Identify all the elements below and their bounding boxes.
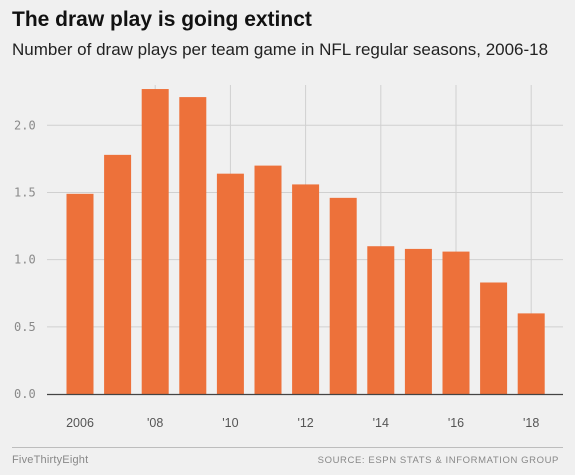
bar-layer (66, 89, 545, 395)
footer-divider (12, 447, 563, 448)
bar-2011 (254, 165, 282, 394)
bar-2009 (179, 97, 207, 394)
y-tick-label: 1.5 (14, 185, 36, 199)
bar-2008 (141, 89, 169, 395)
x-tick-label: '14 (373, 416, 389, 430)
y-tick-label: 1.0 (14, 253, 36, 267)
bar-2016 (442, 251, 470, 394)
bar-2007 (104, 154, 132, 394)
bar-2014 (367, 246, 395, 394)
bar-2017 (480, 282, 508, 394)
chart-subtitle: Number of draw plays per team game in NF… (12, 40, 549, 59)
y-tick-label: 0.0 (14, 387, 36, 401)
x-tick-label: '12 (297, 416, 313, 430)
bar-2013 (329, 197, 357, 394)
chart-title: The draw play is going extinct (12, 8, 312, 31)
bar-2010 (216, 173, 244, 394)
bar-2015 (404, 248, 432, 394)
y-tick-label: 0.5 (14, 320, 36, 334)
bar-2018 (517, 313, 545, 394)
x-tick-label: '10 (222, 416, 238, 430)
bar-2012 (292, 184, 320, 394)
x-tick-label: '08 (147, 416, 163, 430)
footer-source: SOURCE: ESPN STATS & INFORMATION GROUP (317, 455, 559, 466)
footer-brand: FiveThirtyEight (12, 454, 89, 466)
x-tick-label: '16 (448, 416, 464, 430)
x-tick-label: '18 (523, 416, 539, 430)
axis-layer: 0.0 0.5 1.0 1.5 2.0 2006 '08 '10 '12 '14 '16 '18 (14, 118, 563, 430)
x-tick-label: 2006 (66, 416, 94, 430)
bar-2006 (66, 193, 94, 394)
y-tick-label: 2.0 (14, 118, 36, 132)
